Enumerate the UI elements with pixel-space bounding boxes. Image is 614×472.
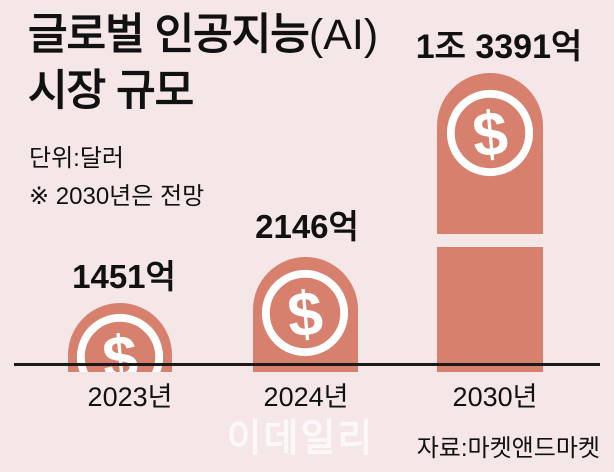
dollar-coin-icon: $ bbox=[261, 269, 349, 357]
value-label-2030: 1조 3391억 bbox=[415, 28, 583, 66]
unit-note: 단위:달러 bbox=[29, 145, 124, 172]
dollar-sign: $ bbox=[470, 98, 511, 171]
source-credit: 자료:마켓앤드마켓 bbox=[416, 435, 600, 462]
chart-title-line1: 글로벌 인공지능(AI) bbox=[28, 8, 378, 64]
x-axis-label-2023: 2023년 bbox=[87, 382, 173, 412]
forecast-note: ※ 2030년은 전망 bbox=[29, 183, 205, 210]
bar-2023: $ bbox=[68, 303, 172, 372]
coin-ring bbox=[76, 313, 164, 372]
edaily-watermark: 이데일리 bbox=[226, 418, 375, 460]
x-axis-label-2030: 2030년 bbox=[452, 382, 538, 412]
bar-2024: $ bbox=[253, 257, 358, 372]
chart-title-line2: 시장 규모 bbox=[28, 66, 194, 115]
x-axis-label-2024: 2024년 bbox=[263, 382, 349, 412]
chart-title-main: 글로벌 인공지능 bbox=[28, 11, 310, 59]
chart-title-paren: (AI) bbox=[308, 11, 379, 59]
dollar-sign: $ bbox=[285, 278, 326, 351]
value-label-2023: 1451억 bbox=[72, 258, 176, 295]
bar-2030-upper-segment: $ bbox=[437, 73, 543, 234]
bar-2030-lower-segment bbox=[437, 247, 543, 372]
value-label-2024: 2146억 bbox=[255, 208, 359, 245]
x-axis-line bbox=[14, 363, 600, 366]
coin-ring bbox=[261, 269, 349, 357]
coin-ring bbox=[446, 89, 534, 177]
dollar-coin-icon: $ bbox=[446, 89, 534, 177]
chart-title: 글로벌 인공지능(AI) 시장 규모 bbox=[28, 8, 378, 120]
